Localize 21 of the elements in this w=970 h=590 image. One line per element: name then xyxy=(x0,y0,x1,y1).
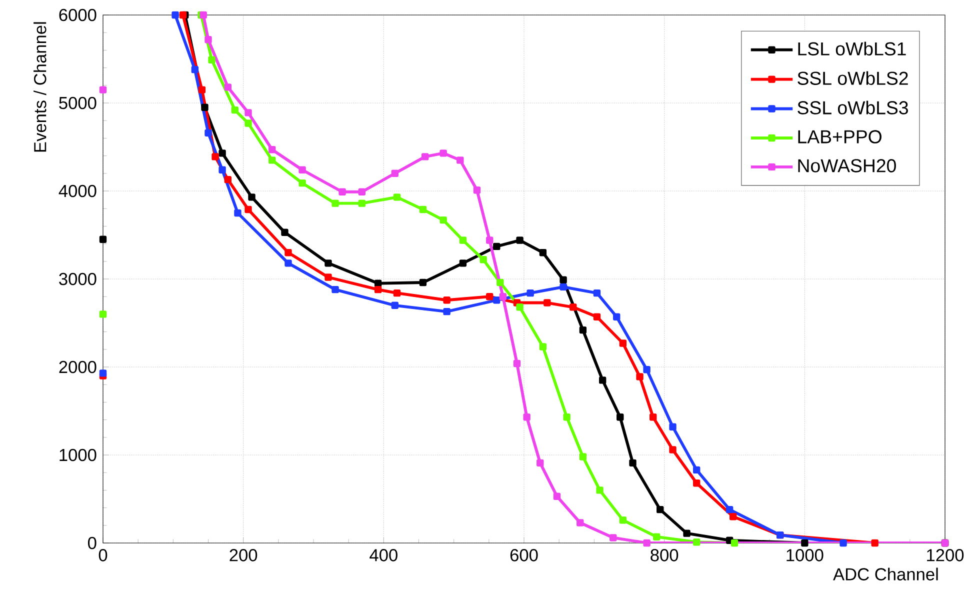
y-tick-label: 1000 xyxy=(60,448,96,462)
y-tick-label: 5000 xyxy=(59,96,96,110)
x-tick-label: 1000 xyxy=(786,549,824,562)
x-tick-label: 600 xyxy=(510,549,538,562)
x-axis-title: ADC Channel xyxy=(833,568,938,580)
y-tick-label: 0 xyxy=(88,536,96,550)
x-tick-label: 1200 xyxy=(927,549,964,562)
legend-label: LSL oWbLS1 xyxy=(798,42,906,56)
x-tick-label: 800 xyxy=(650,549,678,562)
legend-label: SSL oWbLS2 xyxy=(798,71,908,85)
x-tick-label: 400 xyxy=(370,549,398,562)
legend-label: SSL oWbLS3 xyxy=(798,100,908,114)
y-tick-label: 3000 xyxy=(59,272,96,286)
y-tick-label: 6000 xyxy=(59,8,96,22)
y-axis-title: Events / Channel xyxy=(34,22,46,152)
x-tick-label: 200 xyxy=(230,549,258,562)
y-tick-label: 2000 xyxy=(59,360,96,374)
legend-label: LAB+PPO xyxy=(798,130,882,144)
x-tick-label: 0 xyxy=(98,549,108,562)
y-tick-label: 4000 xyxy=(58,184,96,198)
legend-label: NoWASH20 xyxy=(798,159,896,172)
